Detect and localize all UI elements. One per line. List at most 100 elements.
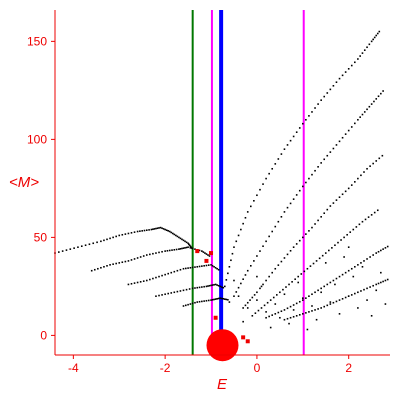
curve-2-point xyxy=(176,269,179,272)
scatter-point xyxy=(361,265,364,268)
curve-2-point xyxy=(152,277,154,280)
curve-7-point xyxy=(262,283,264,286)
curve-5-point xyxy=(277,158,280,160)
curve-1-point xyxy=(142,255,145,257)
curve-3-point xyxy=(164,293,166,296)
curve-1-point xyxy=(90,269,93,272)
curve-5-point xyxy=(295,131,298,133)
red-marker xyxy=(245,339,250,344)
curve-6-point xyxy=(373,100,375,103)
curve-0-point xyxy=(73,247,75,249)
curve-0-point xyxy=(141,230,143,232)
scatter-point xyxy=(380,271,382,274)
curve-9-point xyxy=(277,311,280,314)
curve-10-point xyxy=(317,308,319,310)
curve-6-point xyxy=(235,291,238,293)
curve-6-point xyxy=(366,108,368,111)
scatter-point xyxy=(256,275,258,278)
curve-1-point xyxy=(185,246,188,249)
scatter-point xyxy=(292,309,295,311)
curve-2-point xyxy=(167,272,169,275)
curve-0-point xyxy=(164,228,166,231)
curve-7-point xyxy=(381,154,384,157)
curve-5-point xyxy=(335,81,338,84)
curve-0-point xyxy=(115,235,117,238)
scatter-point xyxy=(302,297,304,299)
curve-9-point xyxy=(298,300,301,303)
curve-5-point xyxy=(233,246,235,248)
curve-7-point xyxy=(338,196,341,199)
curve-7-point xyxy=(314,223,316,225)
curve-5-point xyxy=(305,118,307,121)
curve-7-point xyxy=(292,246,295,248)
curve-0-point xyxy=(181,238,183,241)
curve-3-point xyxy=(214,283,217,286)
curve-1-point xyxy=(166,249,169,252)
curve-5-point xyxy=(274,163,277,165)
curve-10-point xyxy=(292,315,295,318)
scatter-point xyxy=(334,283,336,286)
curve-8-point xyxy=(312,262,315,265)
curve-0-point xyxy=(171,232,174,235)
curve-5-point xyxy=(363,49,366,51)
curve-6-point xyxy=(246,269,249,272)
curve-10-point xyxy=(320,307,322,309)
curve-3-point xyxy=(155,295,157,297)
curve-5-point xyxy=(225,279,228,281)
curve-3-point xyxy=(213,283,215,286)
curve-9-point xyxy=(357,264,359,266)
curve-10-point xyxy=(341,298,344,300)
curve-10-point xyxy=(298,314,301,316)
x-tick-label: 2 xyxy=(345,361,352,375)
curve-1-point xyxy=(115,262,117,265)
curve-6-point xyxy=(305,181,307,184)
curve-0-point xyxy=(178,236,180,239)
curve-5-point xyxy=(317,103,319,105)
curve-8-point xyxy=(367,216,370,218)
curve-5-point xyxy=(235,240,238,243)
curve-2-point xyxy=(203,265,205,267)
curve-6-point xyxy=(268,235,270,238)
curve-5-point xyxy=(242,222,244,225)
scatter-point xyxy=(246,307,249,309)
curve-8-point xyxy=(291,281,293,283)
curve-4-point xyxy=(205,299,208,302)
curve-6-point xyxy=(361,113,364,116)
curve-8-point xyxy=(266,301,269,304)
curve-6-point xyxy=(271,230,274,233)
curve-6-point xyxy=(382,90,384,92)
curve-3-point xyxy=(173,291,176,294)
curve-4-point xyxy=(225,298,228,301)
red-marker xyxy=(209,251,214,256)
curve-5-point xyxy=(338,77,341,80)
curve-3-point xyxy=(211,284,214,286)
scatter-point xyxy=(311,305,313,307)
curve-0-point xyxy=(88,243,91,246)
curve-1-point xyxy=(208,255,211,257)
curve-8-point xyxy=(361,220,364,223)
curve-6-point xyxy=(292,198,295,200)
curve-10-point xyxy=(344,296,347,299)
curve-8-point xyxy=(331,247,333,249)
curve-9-point xyxy=(286,307,289,310)
curve-7-point xyxy=(286,253,289,256)
curve-7-point xyxy=(329,205,332,207)
curve-4-point xyxy=(213,298,215,301)
curve-6-point xyxy=(370,103,373,105)
curve-3-point xyxy=(220,286,223,288)
red-marker xyxy=(195,249,200,254)
curve-3-point xyxy=(194,287,196,289)
curve-9-point xyxy=(302,299,304,301)
curve-9-point xyxy=(317,289,319,292)
curve-7-point xyxy=(274,267,277,270)
curve-5-point xyxy=(249,205,252,208)
curve-1-point xyxy=(100,266,102,269)
curve-10-point xyxy=(314,309,316,311)
curve-7-point xyxy=(378,157,381,160)
curve-1-point xyxy=(171,249,173,251)
scatter-point xyxy=(315,318,318,321)
scatter-point xyxy=(242,320,244,323)
curve-8-point xyxy=(376,209,379,212)
red-marker xyxy=(213,315,218,320)
curve-1-point xyxy=(184,247,186,249)
